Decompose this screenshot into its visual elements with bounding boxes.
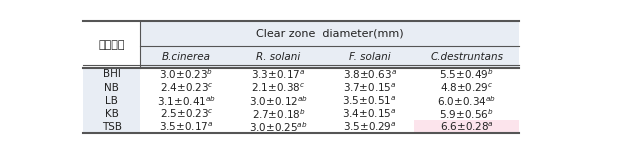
Text: Clear zone  diameter(mm): Clear zone diameter(mm)	[256, 29, 403, 39]
Bar	[414, 120, 519, 133]
Text: LB: LB	[105, 96, 118, 106]
Text: 2.7±0.18$^{b}$: 2.7±0.18$^{b}$	[252, 107, 305, 121]
Text: R. solani: R. solani	[257, 52, 300, 62]
Text: TSB: TSB	[102, 122, 121, 132]
Text: 3.0±0.25$^{ab}$: 3.0±0.25$^{ab}$	[249, 120, 308, 134]
Text: 6.0±0.34$^{ab}$: 6.0±0.34$^{ab}$	[437, 94, 496, 108]
Text: NB: NB	[105, 83, 119, 92]
Text: 6.6±0.28$^{a}$: 6.6±0.28$^{a}$	[439, 121, 493, 133]
Text: 3.8±0.63$^{a}$: 3.8±0.63$^{a}$	[342, 68, 397, 81]
Text: 5.9±0.56$^{b}$: 5.9±0.56$^{b}$	[439, 107, 494, 121]
Text: 2.1±0.38$^{c}$: 2.1±0.38$^{c}$	[252, 81, 305, 94]
Text: 3.0±0.12$^{ab}$: 3.0±0.12$^{ab}$	[249, 94, 308, 108]
Text: 3.7±0.15$^{a}$: 3.7±0.15$^{a}$	[343, 81, 396, 94]
Text: KB: KB	[105, 109, 119, 119]
Text: 3.1±0.41$^{ab}$: 3.1±0.41$^{ab}$	[157, 94, 216, 108]
Text: 3.3±0.17$^{a}$: 3.3±0.17$^{a}$	[252, 68, 305, 81]
Text: 3.5±0.17$^{a}$: 3.5±0.17$^{a}$	[159, 121, 213, 133]
Text: F. solani: F. solani	[349, 52, 391, 62]
Text: 4.8±0.29$^{c}$: 4.8±0.29$^{c}$	[440, 81, 493, 94]
Text: 3.0±0.23$^{b}$: 3.0±0.23$^{b}$	[160, 67, 213, 81]
Text: 3.4±0.15$^{a}$: 3.4±0.15$^{a}$	[342, 108, 397, 120]
Text: 2.4±0.23$^{c}$: 2.4±0.23$^{c}$	[160, 81, 213, 94]
Bar	[83, 68, 140, 133]
Text: 3.5±0.51$^{a}$: 3.5±0.51$^{a}$	[342, 94, 397, 107]
Text: 2.5±0.23$^{c}$: 2.5±0.23$^{c}$	[160, 108, 213, 120]
Text: B.cinerea: B.cinerea	[162, 52, 211, 62]
Text: BHI: BHI	[103, 69, 121, 79]
Text: 5.5±0.49$^{b}$: 5.5±0.49$^{b}$	[439, 67, 494, 81]
Text: 배지종류: 배지종류	[98, 40, 125, 50]
Text: C.destruntans: C.destruntans	[430, 52, 503, 62]
Bar	[140, 21, 519, 68]
Text: 3.5±0.29$^{a}$: 3.5±0.29$^{a}$	[343, 121, 396, 133]
